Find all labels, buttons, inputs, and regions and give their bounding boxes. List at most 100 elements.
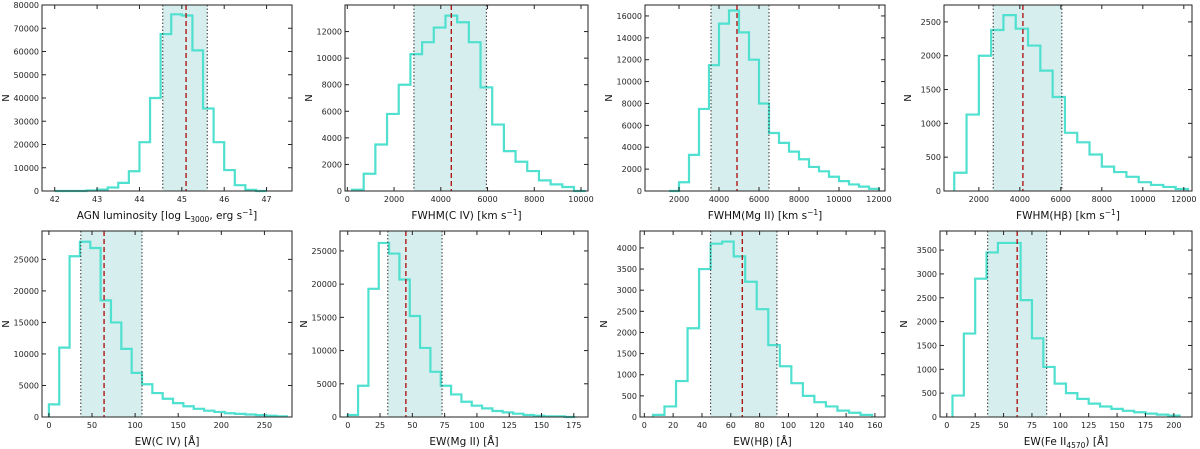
x-tick-label: 125 xyxy=(502,421,517,430)
panel-fwhm-hbeta: 2000 4000 6000 8000 10000 12000 0 500 1000 1500 20… xyxy=(903,4,1197,222)
y-tick-label: 20000 xyxy=(14,141,39,150)
x-axis-label-part: −1 xyxy=(807,208,818,217)
histogram-bin xyxy=(358,386,368,417)
y-tick-label: 2000 xyxy=(322,160,342,169)
y-tick-label: 16000 xyxy=(617,12,642,21)
histogram-bin xyxy=(420,348,430,417)
x-axis-label-part: FWHM(Hβ) [km s xyxy=(1016,210,1105,222)
y-tick-label: 4000 xyxy=(622,143,642,152)
y-tick-label: 0 xyxy=(932,413,937,422)
histogram-bin xyxy=(118,183,129,191)
histogram-bin xyxy=(59,348,69,417)
histogram-bin xyxy=(734,256,746,417)
x-tick-label: 10000 xyxy=(826,195,851,204)
histogram-bin xyxy=(689,155,699,191)
histogram-bin xyxy=(90,248,100,417)
y-tick-label: 8000 xyxy=(322,81,342,90)
y-tick-label: 70000 xyxy=(14,24,39,33)
x-tick-label: 10000 xyxy=(568,195,593,204)
y-tick-label: 0 xyxy=(34,413,39,422)
x-tick-label: 12000 xyxy=(866,195,891,204)
x-tick-label: 8000 xyxy=(1092,195,1112,204)
histogram-bin xyxy=(699,109,709,191)
histogram-bin xyxy=(757,309,769,417)
y-tick-label: 500 xyxy=(622,392,637,401)
histogram-bin xyxy=(967,115,979,191)
x-tick-label: 0 xyxy=(46,421,51,430)
histogram-bin xyxy=(1077,142,1089,191)
histogram-bin xyxy=(171,14,182,191)
histogram-bin xyxy=(434,28,446,191)
histogram-bin xyxy=(430,372,440,417)
x-tick-label: 120 xyxy=(810,421,825,430)
x-tick-label: 6000 xyxy=(477,195,497,204)
axes-frame xyxy=(41,230,293,418)
histogram-step-line xyxy=(47,240,288,418)
y-tick-label: 40000 xyxy=(14,94,39,103)
x-axis-label-part: ) [Å] xyxy=(1085,435,1108,448)
histogram-bin xyxy=(527,171,539,191)
histogram-bin xyxy=(129,171,140,191)
y-tick-label: 15000 xyxy=(312,313,337,322)
histogram-bin xyxy=(829,177,839,191)
histogram-bin xyxy=(987,252,998,417)
x-tick-label: 100 xyxy=(127,421,142,430)
y-tick-label: 15000 xyxy=(14,318,39,327)
y-tick-label: 6000 xyxy=(322,107,342,116)
y-axis-label: N xyxy=(304,94,315,101)
histogram-bin xyxy=(699,269,711,417)
y-tick-label: 0 xyxy=(637,187,642,196)
y-tick-label: 20000 xyxy=(312,280,337,289)
x-axis-label-part: EW(Hβ) [Å] xyxy=(733,435,792,448)
histogram-bin xyxy=(1077,399,1088,417)
y-tick-label: 3500 xyxy=(617,265,637,274)
x-tick-label: 160 xyxy=(867,421,882,430)
histogram-bin xyxy=(516,162,528,191)
histogram-bin xyxy=(152,393,162,417)
y-tick-label: 2000 xyxy=(622,165,642,174)
x-tick-label: 20 xyxy=(668,421,678,430)
x-tick-label: 80 xyxy=(755,421,765,430)
histogram-bin xyxy=(163,399,173,417)
histogram-bin xyxy=(679,182,689,191)
histogram-bin xyxy=(789,152,799,191)
histogram-bin xyxy=(539,180,551,191)
x-tick-label: 100 xyxy=(469,421,484,430)
x-tick-label: 4000 xyxy=(431,195,451,204)
y-tick-label: 25000 xyxy=(312,247,337,256)
y-axis-label: N xyxy=(604,94,615,101)
histogram-bin xyxy=(469,42,481,191)
x-axis-label-part: 3000 xyxy=(190,215,209,224)
y-tick-label: 1000 xyxy=(917,365,937,374)
x-tick-label: 200 xyxy=(1166,421,1181,430)
x-tick-label: 44 xyxy=(134,195,144,204)
histogram-bin xyxy=(779,143,789,191)
histogram-bin xyxy=(451,394,461,417)
y-tick-label: 0 xyxy=(632,413,637,422)
y-tick-label: 80000 xyxy=(14,1,39,10)
axes-frame xyxy=(939,230,1193,418)
histogram-bin xyxy=(809,167,819,191)
x-axis-label-part: FWHM(Mg II) [km s xyxy=(708,210,807,222)
histogram-bin xyxy=(364,174,376,191)
x-tick-label: 40 xyxy=(697,421,707,430)
histogram-bin xyxy=(768,345,780,417)
y-tick-label: 4000 xyxy=(617,244,637,253)
x-tick-label: 25 xyxy=(375,421,385,430)
histogram-bin xyxy=(1016,29,1028,191)
y-tick-label: 5000 xyxy=(19,381,39,390)
histogram-bin xyxy=(368,289,378,417)
y-tick-label: 0 xyxy=(936,187,941,196)
x-tick-label: 75 xyxy=(440,421,450,430)
histogram-bin xyxy=(410,316,420,417)
x-axis-label-part: 4570 xyxy=(1066,441,1085,449)
x-tick-label: 0 xyxy=(345,195,350,204)
x-tick-label: 8000 xyxy=(524,195,544,204)
y-tick-label: 10000 xyxy=(317,54,342,63)
histogram-step-line xyxy=(346,241,576,419)
x-tick-label: 12000 xyxy=(1171,195,1196,204)
histogram-bin xyxy=(759,103,769,191)
x-tick-label: 2000 xyxy=(969,195,989,204)
x-axis-label: EW(Fe II4570) [Å] xyxy=(1024,435,1108,449)
x-tick-label: 42 xyxy=(50,195,60,204)
